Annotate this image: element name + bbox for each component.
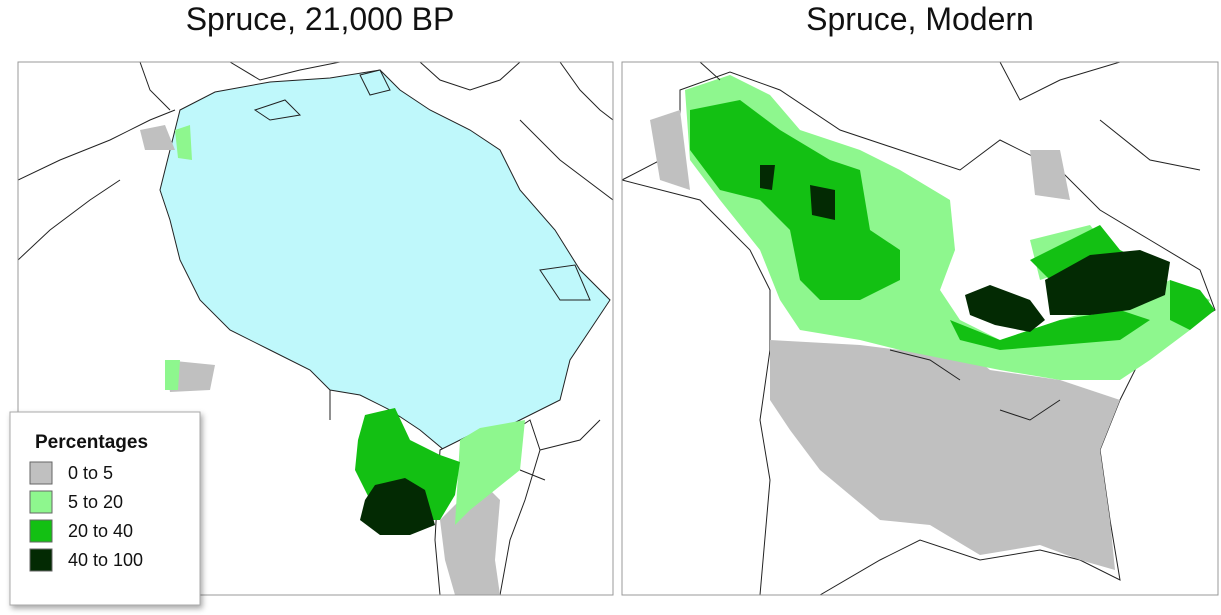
range-area bbox=[760, 165, 1170, 332]
map-title: Spruce, 21,000 BP bbox=[186, 1, 455, 37]
map-frame bbox=[17, 61, 614, 596]
legend-title: Percentages bbox=[35, 432, 148, 453]
legend-swatch bbox=[29, 519, 53, 543]
range-area bbox=[650, 110, 1120, 570]
legend-swatch bbox=[29, 490, 53, 514]
map-left bbox=[18, 62, 613, 595]
legend: Percentages 0 to 5 5 to 20 20 to 40 40 to 1… bbox=[9, 411, 201, 606]
legend-swatch bbox=[29, 548, 53, 572]
legend-label: 0 to 5 bbox=[68, 463, 113, 483]
range-area bbox=[140, 125, 500, 595]
legend-items: 0 to 5 5 to 20 20 to 40 40 to 100 bbox=[29, 461, 143, 572]
legend-label: 40 to 100 bbox=[68, 550, 143, 570]
range-area bbox=[690, 100, 1215, 350]
legend-swatch bbox=[29, 461, 53, 485]
range-area bbox=[360, 478, 435, 535]
legend-label: 5 to 20 bbox=[68, 492, 123, 512]
map-right bbox=[622, 62, 1218, 595]
range-area bbox=[685, 75, 1210, 380]
legend-label: 20 to 40 bbox=[68, 521, 133, 541]
map-title: Spruce, Modern bbox=[806, 1, 1034, 37]
map-frame bbox=[621, 61, 1219, 596]
range-area bbox=[165, 125, 525, 525]
